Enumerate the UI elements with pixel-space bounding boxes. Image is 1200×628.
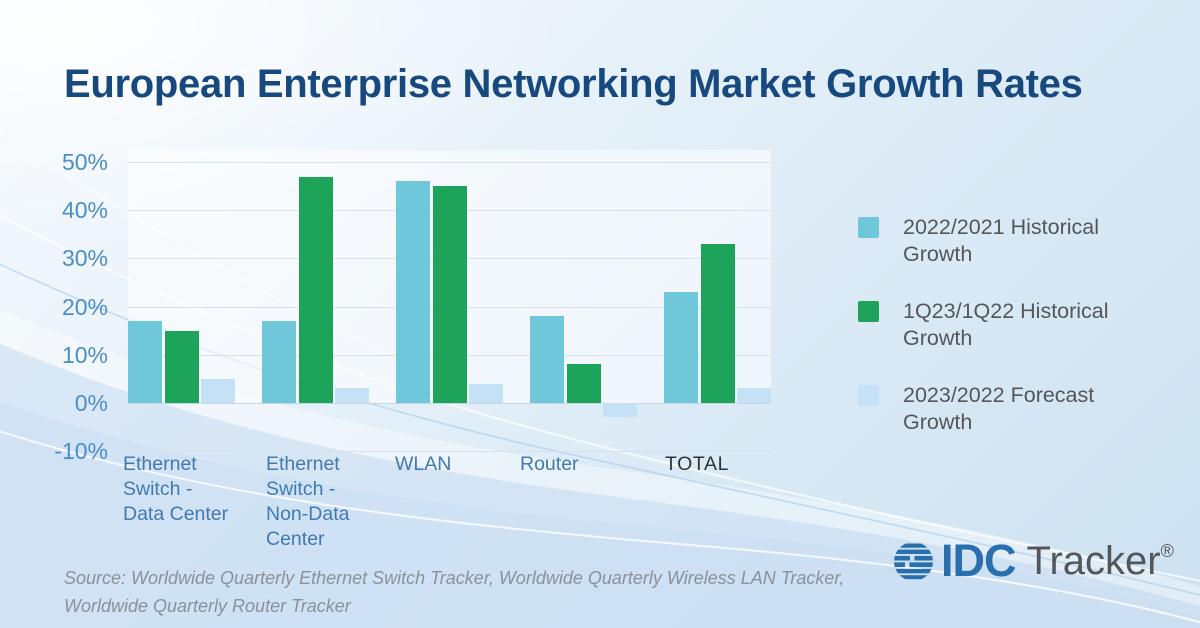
legend-item-1q23-1q22: 1Q23/1Q22 Historical Growth <box>858 298 1145 352</box>
bar-router-series3 <box>603 402 637 418</box>
legend-item-2023-2022: 2023/2022 Forecast Growth <box>858 382 1145 436</box>
y-axis-tick-10%: 10% <box>61 341 108 368</box>
x-axis-label-wlan: WLAN <box>395 453 452 475</box>
y-axis-tick-20%: 20% <box>61 293 108 320</box>
idc-globe-icon <box>894 543 933 579</box>
legend-label: 2023/2022 Forecast Growth <box>903 383 1095 434</box>
bar-wlan-series1 <box>396 181 430 403</box>
bar-total-series2 <box>700 243 735 403</box>
x-axis-label-total: TOTAL <box>665 453 730 475</box>
bar-total-series3 <box>737 388 771 403</box>
y-axis-tick-50%: 50% <box>61 149 108 175</box>
legend-label: 1Q23/1Q22 Historical Growth <box>903 299 1109 350</box>
legend-swatch-2023-2022 <box>858 385 879 406</box>
registered-mark: ® <box>1160 541 1174 561</box>
bar-ethernet-switch-data-center-series1 <box>128 321 162 403</box>
bar-wlan-series2 <box>432 186 467 403</box>
bar-wlan-series3 <box>469 383 503 403</box>
page-title: European Enterprise Networking Market Gr… <box>64 62 1083 106</box>
legend-label: 2022/2021 Historical Growth <box>903 215 1100 266</box>
y-axis-tick-0%: 0% <box>74 389 108 416</box>
idc-wordmark: IDC <box>941 535 1016 586</box>
y-axis-tick--10%: -10% <box>54 438 108 464</box>
legend-swatch-2022-2021 <box>858 217 879 238</box>
bar-ethernet-switch-non-data-center-series2 <box>298 176 333 403</box>
legend-item-2022-2021: 2022/2021 Historical Growth <box>858 214 1145 268</box>
bar-router-series1 <box>530 316 564 403</box>
x-axis-label-router: Router <box>520 453 579 475</box>
gridline-50% <box>128 162 771 163</box>
gridline-0% <box>128 402 771 404</box>
x-axis-label-ethernet-switch-data-center: Ethernet Switch - Data Center <box>123 453 229 525</box>
legend-swatch-1q23-1q22 <box>858 301 879 322</box>
x-axis-label-ethernet-switch-non-data-center: Ethernet Switch - Non-Data Center <box>266 453 350 550</box>
gridline--10% <box>128 451 771 452</box>
bar-ethernet-switch-data-center-series3 <box>201 378 235 403</box>
y-axis-tick-40%: 40% <box>61 197 108 224</box>
source-note: Source: Worldwide Quarterly Ethernet Swi… <box>64 568 845 616</box>
bar-total-series1 <box>664 292 698 403</box>
idc-tracker-logo: IDC Tracker ® <box>893 535 1174 586</box>
chart-legend: 2022/2021 Historical Growth 1Q23/1Q22 Hi… <box>858 214 1145 466</box>
bar-ethernet-switch-non-data-center-series3 <box>335 388 369 403</box>
bar-router-series2 <box>566 364 601 403</box>
y-axis-tick-30%: 30% <box>61 245 108 272</box>
bar-ethernet-switch-non-data-center-series1 <box>262 321 296 403</box>
tracker-wordmark: Tracker <box>1026 538 1161 583</box>
bar-ethernet-switch-data-center-series2 <box>164 330 199 403</box>
